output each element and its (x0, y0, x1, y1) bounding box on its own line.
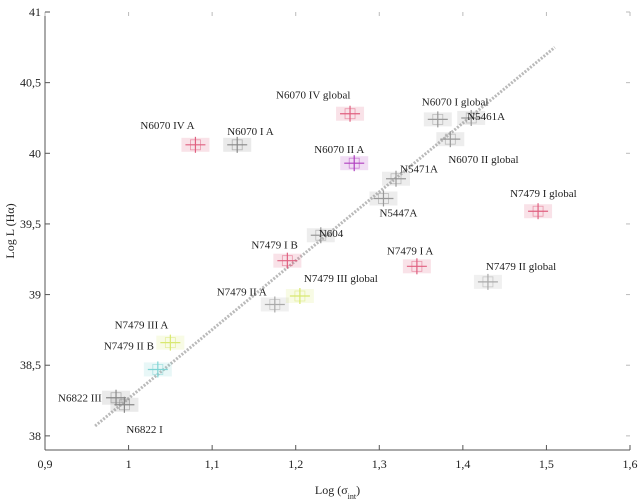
point-n5461a (457, 109, 486, 126)
x-tick-label-4: 1,3 (372, 457, 387, 471)
x-axis-title-main: Log (σ (315, 483, 348, 497)
point-n5447a (369, 190, 398, 207)
y-tick-label-5: 40,5 (20, 76, 41, 90)
y-tick-label-4: 40 (29, 146, 41, 160)
point-box-n6070-ii-a (348, 157, 360, 169)
point-label-n6070-ii-a: N6070 II A (314, 144, 364, 156)
point-box-n6070-iv-global (344, 108, 356, 120)
x-tick-label-2: 1,1 (205, 457, 220, 471)
x-tick-label-5: 1,4 (455, 457, 470, 471)
point-label-n5447a: N5447A (379, 208, 417, 220)
point-n6070-i-global (423, 111, 452, 128)
point-label-n6070-iv-global: N6070 IV global (276, 90, 350, 102)
point-label-n7479-ii-a: N7479 II A (217, 286, 267, 298)
point-box-n7479-iii-global (294, 290, 306, 302)
y-tick-label-2: 39 (29, 288, 41, 302)
point-label-n6070-iv-a: N6070 IV A (140, 120, 194, 132)
fit-line (94, 46, 556, 428)
x-axis-title: Log (σint) (315, 483, 360, 501)
point-box-n6070-i-global (432, 113, 444, 125)
point-n6070-iv-a (181, 136, 210, 153)
x-axis-title-end: ) (356, 483, 360, 497)
point-n6070-ii-a (340, 155, 369, 172)
point-n7479-ii-a (260, 296, 289, 313)
point-box-n7479-ii-global (482, 276, 494, 288)
point-box-n6070-ii-global (444, 133, 456, 145)
point-box-n7479-ii-a (269, 299, 281, 310)
point-box-n7479-ii-b (152, 364, 164, 375)
y-axis-title: Log L (Hα) (3, 203, 17, 258)
point-n6070-iv-global (336, 105, 365, 122)
fit-line-group (94, 46, 556, 428)
x-tick-label-0: 0,9 (38, 457, 53, 471)
x-tick-label-1: 1 (126, 457, 132, 471)
point-box-n6822-i (118, 399, 130, 411)
x-tick-label-6: 1,5 (539, 457, 554, 471)
point-n7479-i-global (524, 203, 553, 220)
point-box-n6822-iii (110, 392, 122, 404)
point-label-n5471a: N5471A (400, 164, 438, 176)
point-label-n7479-i-b: N7479 I B (251, 240, 297, 252)
point-n7479-iii-global (285, 287, 314, 304)
point-label-n7479-iii-a: N7479 III A (115, 320, 169, 332)
y-tick-label-1: 38,5 (20, 358, 41, 372)
point-box-n604 (315, 229, 327, 241)
point-box-n5471a (390, 173, 402, 185)
point-box-n7479-iii-a (164, 337, 176, 349)
point-n6822-i (110, 396, 139, 413)
x-tick-label-3: 1,2 (288, 457, 303, 471)
point-label-n6070-ii-global: N6070 II global (448, 154, 518, 166)
y-tick-label-3: 39,5 (20, 217, 41, 231)
point-n6822-iii (102, 389, 131, 406)
point-label-n6822-i: N6822 I (126, 424, 163, 436)
point-label-n6070-i-global: N6070 I global (422, 96, 489, 108)
point-box-n6070-iv-a (190, 139, 201, 151)
point-n6070-ii-global (436, 131, 465, 148)
point-label-n7479-ii-b: N7479 II B (104, 340, 154, 352)
point-box-n7479-i-a (411, 260, 423, 272)
point-label-n7479-ii-global: N7479 II global (486, 261, 556, 273)
point-n7479-ii-global (473, 273, 502, 290)
point-box-n6070-i-a (231, 139, 243, 151)
point-n7479-iii-a (156, 334, 185, 351)
point-label-n7479-iii-global: N7479 III global (304, 273, 378, 285)
point-n5471a (382, 170, 410, 187)
axes: 0,9 1 1,1 1,2 1,3 1,4 1,5 1,6 38 38,5 39 39,5 40 40,5… (20, 5, 638, 471)
y-tick-label-6: 41 (29, 5, 41, 19)
point-label-n7479-i-global: N7479 I global (510, 188, 577, 200)
point-label-n6822-iii: N6822 III (58, 393, 102, 405)
point-label-n5461a: N5461A (467, 111, 505, 123)
point-n6070-i-a (223, 136, 252, 153)
point-n604 (306, 227, 335, 244)
point-n7479-i-a (402, 258, 431, 275)
point-box-n7479-i-global (532, 205, 544, 217)
point-label-n6070-i-a: N6070 I A (227, 126, 274, 138)
x-axis-title-sub: int (348, 492, 357, 501)
data-points (102, 105, 553, 413)
point-box-n5447a (378, 193, 389, 204)
point-labels: N6822 III N6822 I N7479 II B N7479 III A N60… (58, 90, 577, 436)
point-n7479-i-b (273, 252, 302, 269)
point-box-n7479-i-b (281, 255, 293, 267)
x-tick-label-7: 1,6 (623, 457, 638, 471)
point-n7479-ii-b (143, 361, 172, 378)
point-label-n604: N604 (319, 228, 344, 240)
point-label-n7479-i-a: N7479 I A (387, 245, 434, 257)
point-box-n5461a (465, 112, 477, 124)
y-tick-label-0: 38 (29, 429, 41, 443)
